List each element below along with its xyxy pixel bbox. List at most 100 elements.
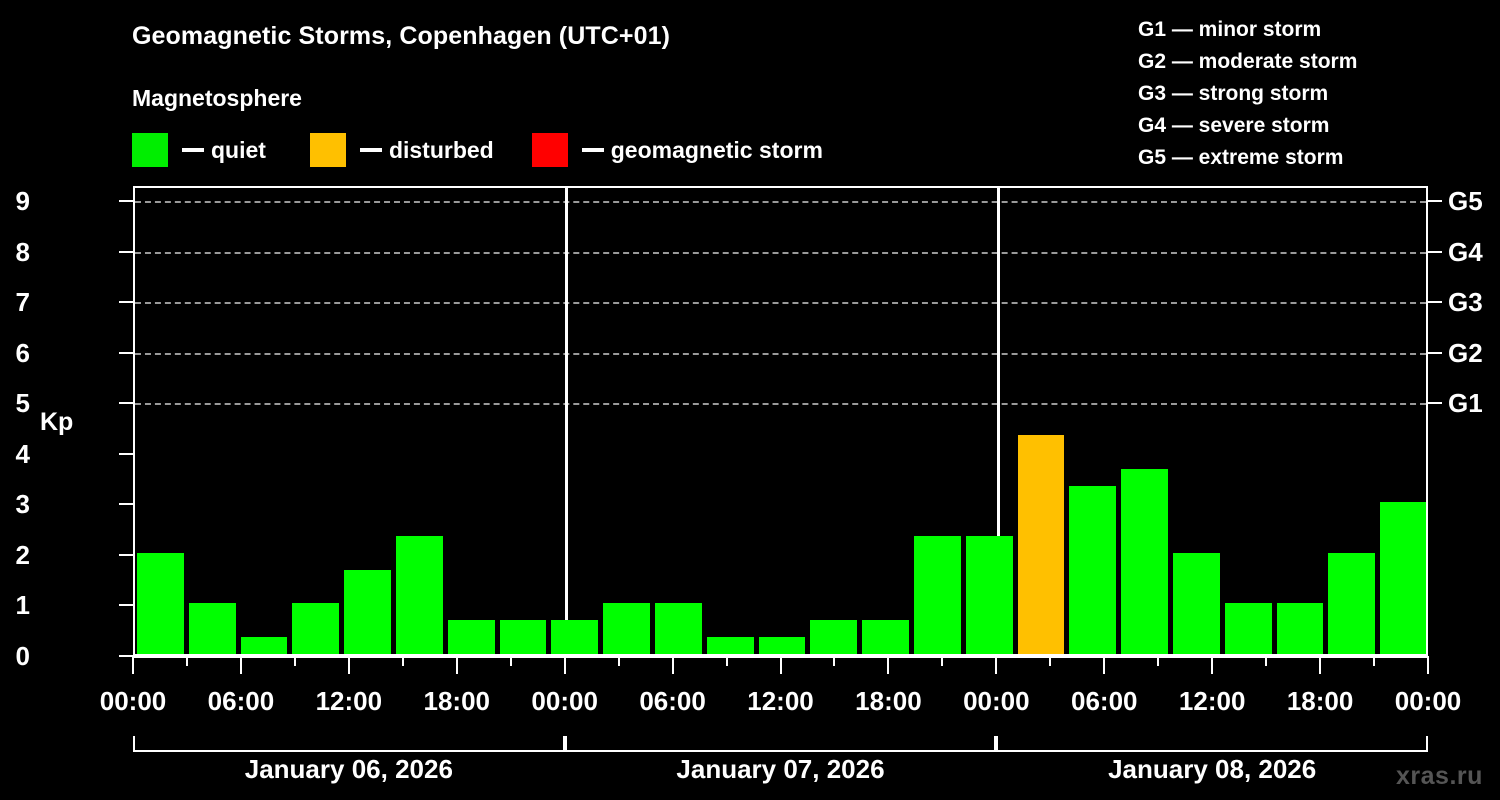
y-tick-label-9: 9	[15, 186, 30, 217]
x-tick-label-11: 18:00	[1286, 686, 1354, 716]
x-tick-6h	[239, 656, 242, 674]
page-title: Geomagnetic Storms, Copenhagen (UTC+01)	[132, 22, 671, 50]
bar-1[interactable]	[188, 603, 236, 654]
bar-2[interactable]	[240, 637, 288, 654]
x-tick-57h	[1157, 656, 1160, 666]
x-tick-label-7: 18:00	[855, 686, 922, 716]
g-legend-row-g1: G1 — minor storm	[1138, 18, 1322, 41]
x-tick-label-0: 00:00	[99, 686, 167, 716]
day-separator-1	[565, 188, 569, 654]
bar-17[interactable]	[1017, 435, 1065, 654]
g-legend-row-g5: G5 — extreme storm	[1138, 146, 1344, 169]
date-bracket-1	[564, 736, 997, 752]
legend-dash-icon	[182, 148, 204, 152]
x-tick-66h	[1319, 656, 1322, 674]
plot-area	[133, 186, 1428, 656]
y-tick-7	[119, 301, 133, 304]
gridline-kp-6	[135, 352, 1426, 355]
x-tick-12h	[347, 656, 350, 674]
y-tick-3	[119, 503, 133, 506]
bar-23[interactable]	[1328, 552, 1376, 654]
y-tick-label-6: 6	[15, 337, 30, 368]
watermark: xras.ru	[1396, 762, 1483, 790]
x-tick-label-12: 00:00	[1394, 686, 1462, 716]
x-tick-9h	[293, 656, 296, 666]
x-tick-label-3: 18:00	[423, 686, 491, 716]
g-legend-row-g3: G3 — strong storm	[1138, 82, 1329, 105]
x-tick-69h	[1373, 656, 1376, 666]
g-axis-label-G1: G1	[1448, 388, 1483, 419]
x-tick-51h	[1049, 656, 1052, 666]
g-tick-G5	[1428, 200, 1442, 203]
bar-18[interactable]	[1069, 485, 1117, 654]
x-tick-label-2: 12:00	[315, 686, 383, 716]
bar-9[interactable]	[603, 603, 650, 654]
y-tick-6	[119, 351, 133, 354]
date-label-2: January 08, 2026	[1108, 754, 1317, 784]
x-tick-18h	[455, 656, 458, 674]
x-tick-label-8: 00:00	[963, 686, 1030, 716]
legend-label-geomagnetic-storm: geomagnetic storm	[610, 136, 823, 163]
x-tick-0h	[132, 656, 134, 674]
x-tick-48h	[995, 656, 998, 674]
orange-square-icon	[309, 133, 346, 167]
g-axis-label-G4: G4	[1448, 236, 1483, 267]
legend-dash-icon	[581, 148, 604, 152]
gridline-kp-7	[135, 302, 1426, 305]
y-tick-label-0: 0	[15, 641, 30, 671]
legend-label-quiet: quiet	[211, 136, 266, 163]
bar-15[interactable]	[914, 536, 961, 654]
y-tick-label-8: 8	[15, 236, 30, 267]
legend-item-quiet: quiet	[132, 133, 266, 167]
x-tick-label-10: 12:00	[1178, 686, 1246, 716]
bar-12[interactable]	[758, 637, 806, 654]
color-legend: quiet disturbed geomagnetic storm	[132, 133, 823, 167]
y-tick-label-5: 5	[15, 388, 30, 419]
bar-11[interactable]	[706, 637, 754, 654]
x-tick-24h	[563, 656, 566, 674]
bar-8[interactable]	[551, 620, 599, 654]
g-axis-label-G2: G2	[1448, 337, 1483, 368]
y-tick-0	[119, 655, 133, 657]
x-tick-63h	[1265, 656, 1268, 666]
legend-item-disturbed: disturbed	[309, 133, 494, 167]
x-tick-label-5: 06:00	[639, 686, 706, 716]
green-square-icon	[132, 133, 168, 167]
g-legend-row-g4: G4 — severe storm	[1138, 114, 1330, 137]
x-tick-21h	[509, 656, 512, 666]
bar-7[interactable]	[499, 620, 547, 654]
x-tick-72h	[1427, 656, 1429, 674]
g-axis-label-G5: G5	[1448, 186, 1483, 217]
legend-item-geomagnetic-storm: geomagnetic storm	[531, 133, 823, 167]
x-tick-label-4: 00:00	[531, 686, 598, 716]
bar-13[interactable]	[810, 620, 858, 654]
bar-20[interactable]	[1173, 552, 1220, 654]
g-tick-G2	[1428, 351, 1442, 354]
date-bracket-2	[996, 736, 1428, 752]
red-square-icon	[531, 133, 568, 167]
bar-4[interactable]	[344, 569, 391, 654]
bar-10[interactable]	[655, 603, 702, 654]
bar-6[interactable]	[447, 620, 495, 654]
bar-5[interactable]	[396, 536, 443, 654]
legend-label-disturbed: disturbed	[388, 136, 494, 163]
x-tick-33h	[725, 656, 728, 666]
bar-0[interactable]	[137, 552, 184, 654]
y-axis-label: Kp	[40, 408, 74, 436]
bar-19[interactable]	[1121, 468, 1168, 654]
x-tick-label-6: 12:00	[747, 686, 814, 716]
bar-3[interactable]	[292, 603, 340, 654]
bar-24[interactable]	[1380, 502, 1426, 654]
bar-21[interactable]	[1224, 603, 1272, 654]
y-tick-4	[119, 452, 133, 455]
x-tick-30h	[671, 656, 674, 674]
bar-16[interactable]	[965, 536, 1013, 654]
y-tick-label-7: 7	[15, 287, 30, 318]
x-tick-15h	[401, 656, 404, 666]
bars-layer	[135, 188, 1426, 654]
y-tick-label-1: 1	[15, 590, 30, 621]
x-tick-27h	[617, 656, 620, 666]
bar-14[interactable]	[862, 620, 909, 654]
bar-22[interactable]	[1276, 603, 1324, 654]
g-tick-G4	[1428, 250, 1442, 253]
